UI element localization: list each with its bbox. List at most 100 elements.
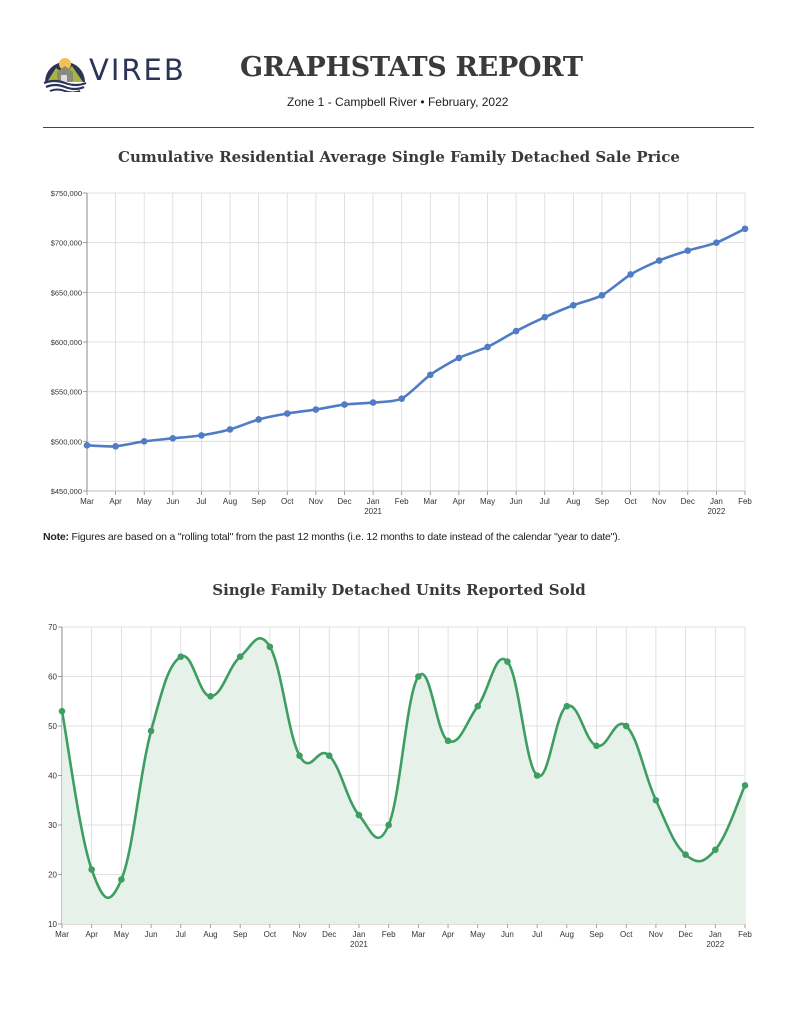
- data-point: [177, 653, 185, 660]
- data-point: [283, 410, 291, 417]
- x-tick-label: Jun: [510, 497, 523, 506]
- units-chart-title: Single Family Detached Units Reported So…: [212, 581, 586, 599]
- x-tick-label: Oct: [620, 930, 633, 939]
- x-tick-label: Oct: [281, 497, 294, 506]
- data-point: [83, 442, 91, 449]
- note-label: Note:: [43, 531, 69, 543]
- series-line: [60, 637, 747, 900]
- data-point: [484, 343, 491, 351]
- subtitle-separator: •: [420, 95, 425, 109]
- data-point: [652, 796, 660, 804]
- x-tick-label: Mar: [423, 497, 437, 506]
- x-tick-label: Jan: [709, 930, 722, 939]
- x-tick-label: Nov: [649, 930, 663, 939]
- data-point: [598, 292, 606, 299]
- data-point: [427, 371, 434, 379]
- x-tick-label: Jun: [145, 930, 158, 939]
- x-tick-label: Jul: [532, 930, 542, 939]
- x-tick-label: Nov: [309, 497, 323, 506]
- x-tick-label: Jan: [710, 497, 723, 506]
- x-tick-label: Sep: [595, 497, 610, 506]
- data-point: [147, 727, 155, 735]
- x-year-label: 2021: [350, 940, 368, 949]
- data-point: [198, 432, 205, 439]
- data-point: [570, 301, 577, 309]
- units-area-chart: 10 20 30 40 50 60 70 Mar Apr May Jun Jul Aug Sep Oct No…: [48, 623, 752, 949]
- logo-text: VIREB: [89, 53, 186, 87]
- note-text: Figures are based on a "rolling total" f…: [68, 531, 621, 543]
- data-point: [369, 399, 377, 406]
- y-tick-label: $450,000: [51, 487, 82, 496]
- x-tick-label: Nov: [652, 497, 666, 506]
- data-point: [655, 257, 663, 264]
- data-point: [355, 811, 363, 819]
- x-tick-label: Mar: [411, 930, 425, 939]
- y-tick-label: $700,000: [51, 239, 82, 248]
- x-tick-label: Apr: [85, 930, 98, 939]
- x-tick-label: Feb: [395, 497, 409, 506]
- x-tick-label: Aug: [566, 497, 580, 506]
- y-tick-label: 20: [48, 871, 57, 880]
- y-tick-label: 40: [48, 772, 57, 781]
- x-tick-label: May: [114, 930, 129, 939]
- data-point: [533, 772, 541, 779]
- data-point: [236, 653, 244, 660]
- y-tick-label: 70: [48, 623, 57, 632]
- series-line: [86, 227, 746, 448]
- x-year-label: 2022: [706, 940, 724, 949]
- data-point: [112, 443, 119, 450]
- data-point: [563, 702, 571, 710]
- y-tick-label: $550,000: [51, 388, 82, 397]
- x-tick-label: Aug: [203, 930, 217, 939]
- x-tick-label: Nov: [292, 930, 306, 939]
- x-tick-label: May: [470, 930, 485, 939]
- data-point: [88, 866, 95, 873]
- vireb-logo: VIREB: [42, 52, 202, 92]
- y-tick-label: $650,000: [51, 288, 82, 297]
- x-tick-label: Jun: [166, 497, 179, 506]
- x-tick-label: Jul: [176, 930, 186, 939]
- price-line-chart: $450,000 $500,000 $550,000 $600,000 $650,000…: [51, 189, 753, 515]
- x-tick-label: Feb: [382, 930, 396, 939]
- data-point: [325, 752, 333, 759]
- x-tick-label: Oct: [624, 497, 637, 506]
- data-point: [118, 876, 125, 883]
- x-tick-label: Jul: [196, 497, 206, 506]
- data-point: [712, 846, 719, 854]
- x-tick-label: Dec: [678, 930, 692, 939]
- x-tick-label: Jul: [540, 497, 550, 506]
- y-tick-label: $500,000: [51, 437, 82, 446]
- data-point: [682, 851, 689, 858]
- y-tick-label: 50: [48, 722, 57, 731]
- data-point: [541, 313, 549, 321]
- x-tick-label: Jan: [367, 497, 380, 506]
- data-point: [627, 271, 634, 278]
- data-point: [455, 354, 463, 362]
- data-point: [385, 821, 392, 829]
- data-point: [741, 782, 749, 789]
- footnote: Note: Figures are based on a "rolling to…: [43, 531, 620, 543]
- x-tick-label: May: [137, 497, 152, 506]
- logo-house-icon: [43, 58, 87, 92]
- data-point: [444, 737, 452, 745]
- data-point: [169, 435, 177, 442]
- data-point: [341, 401, 348, 408]
- x-tick-label: Sep: [589, 930, 604, 939]
- x-tick-label: May: [480, 497, 495, 506]
- data-point: [398, 395, 405, 402]
- x-tick-label: Mar: [80, 497, 94, 506]
- x-tick-label: Apr: [442, 930, 455, 939]
- price-chart-title: Cumulative Residential Average Single Fa…: [118, 148, 680, 166]
- data-point: [593, 742, 600, 750]
- x-tick-label: Jun: [501, 930, 514, 939]
- report-title: GRAPHSTATS REPORT: [240, 52, 583, 83]
- x-tick-label: Dec: [681, 497, 695, 506]
- x-tick-label: Aug: [560, 930, 574, 939]
- data-point: [255, 416, 262, 423]
- data-point: [474, 702, 482, 710]
- x-year-label: 2021: [364, 507, 382, 515]
- data-point: [207, 693, 214, 700]
- x-tick-label: Mar: [55, 930, 69, 939]
- x-tick-label: Sep: [252, 497, 267, 506]
- y-tick-label: 60: [48, 673, 57, 682]
